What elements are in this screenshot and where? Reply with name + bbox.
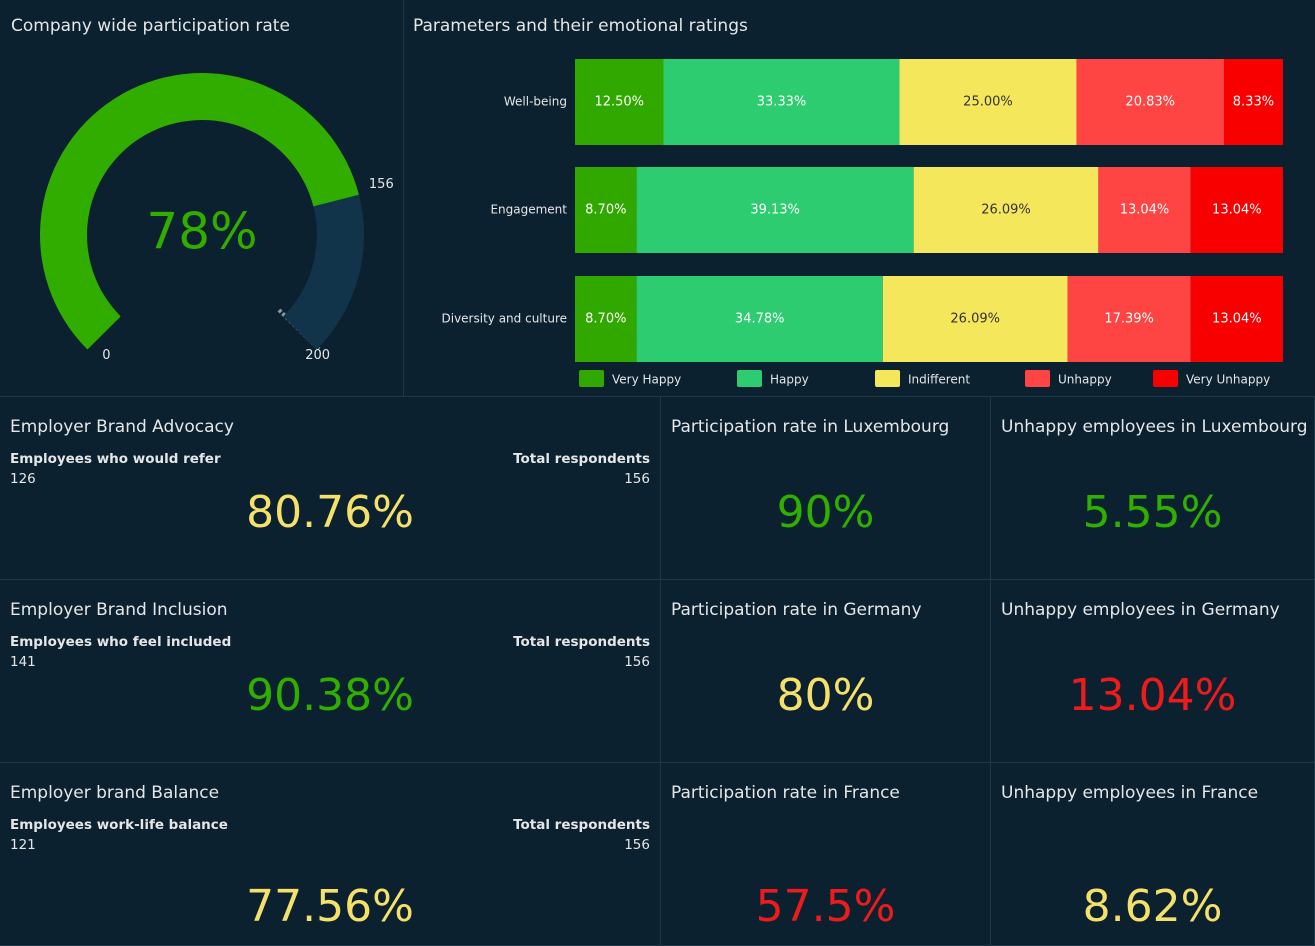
tile-title: Unhappy employees in Germany [1001, 600, 1280, 620]
right-value: 156 [624, 654, 650, 670]
bar-segment [1190, 276, 1283, 362]
bar-value-label: 8.70% [585, 203, 626, 218]
bar-segment [882, 276, 1068, 362]
bar-segment [913, 167, 1099, 253]
kpi-tile: Participation rate in France 57.5% [661, 763, 991, 946]
gauge-value-label: 156 [369, 177, 394, 192]
tile-title: Participation rate in Germany [671, 600, 922, 620]
left-value: 126 [10, 471, 36, 487]
left-label: Employees who feel included [10, 634, 232, 650]
bar-segment [899, 59, 1077, 145]
category-label: Engagement [490, 203, 567, 217]
right-label: Total respondents [513, 817, 650, 833]
tile-title: Participation rate in Luxembourg [671, 417, 950, 437]
kpi-tile: Unhappy employees in France 8.62% [991, 763, 1315, 946]
gauge-title: Company wide participation rate [11, 16, 290, 36]
legend-label: Very Unhappy [1186, 373, 1270, 387]
legend-swatch [737, 370, 762, 387]
bar-title: Parameters and their emotional ratings [413, 16, 748, 36]
bar-value-label: 8.70% [585, 312, 626, 327]
bar-segment [636, 276, 883, 362]
right-value: 156 [624, 471, 650, 487]
kpi-tile: Participation rate in Germany 80% [661, 580, 991, 763]
kpi-value: 57.5% [755, 881, 896, 932]
bar-segment [1223, 59, 1283, 145]
bar-value-label: 26.09% [981, 203, 1031, 218]
legend-swatch [579, 370, 604, 387]
bar-value-label: 13.04% [1120, 203, 1170, 218]
legend-swatch [1025, 370, 1050, 387]
left-label: Employees who would refer [10, 451, 221, 467]
bar-value-label: 17.39% [1104, 312, 1154, 327]
bar-segment [1067, 276, 1191, 362]
bar-segment [1076, 59, 1224, 145]
gauge-center-label: 78% [146, 203, 257, 261]
legend-label: Very Happy [612, 373, 681, 387]
kpi-tile: Unhappy employees in Germany 13.04% [991, 580, 1315, 763]
left-label: Employees work-life balance [10, 817, 228, 833]
tile-title: Unhappy employees in Luxembourg [1001, 417, 1308, 437]
tile-title: Unhappy employees in France [1001, 783, 1259, 803]
bar-value-label: 39.13% [750, 203, 800, 218]
bar-segment [1190, 167, 1283, 253]
bar-segment [575, 59, 664, 145]
bar-value-label: 34.78% [735, 312, 785, 327]
bar-value-label: 33.33% [757, 95, 807, 110]
kpi-tile: Employer Brand Inclusion Employees who fe… [0, 580, 661, 763]
bar-segment [575, 167, 637, 253]
bar-value-label: 12.50% [594, 95, 644, 110]
gauge-track [283, 194, 364, 350]
legend-label: Indifferent [908, 373, 970, 387]
bar-value-label: 13.04% [1212, 203, 1262, 218]
kpi-value: 5.55% [1082, 487, 1223, 538]
kpi-value: 77.56% [246, 881, 414, 932]
category-label: Well-being [504, 95, 567, 109]
kpi-tile: Participation rate in Luxembourg 90% [661, 397, 991, 580]
kpi-value: 80% [776, 670, 875, 721]
legend-label: Happy [770, 373, 809, 387]
bar-segment [663, 59, 900, 145]
kpi-value: 90% [776, 487, 875, 538]
legend-label: Unhappy [1058, 373, 1112, 387]
bar-value-label: 8.33% [1233, 95, 1274, 110]
kpi-tile: Employer brand Balance Employees work-lif… [0, 763, 661, 946]
right-label: Total respondents [513, 634, 650, 650]
bar-segment [1098, 167, 1191, 253]
legend-swatch [1153, 370, 1178, 387]
bar-value-label: 25.00% [963, 95, 1013, 110]
gauge-tick-label: 0 [102, 348, 110, 363]
tile-title: Employer Brand Advocacy [10, 417, 234, 437]
left-value: 121 [10, 837, 36, 853]
bar-value-label: 20.83% [1125, 95, 1175, 110]
kpi-value: 90.38% [246, 670, 414, 721]
right-label: Total respondents [513, 451, 650, 467]
tile-title: Employer brand Balance [10, 783, 220, 803]
bar-segment [575, 276, 637, 362]
bar-value-label: 13.04% [1212, 312, 1262, 327]
legend-swatch [875, 370, 900, 387]
tile-title: Employer Brand Inclusion [10, 600, 228, 620]
gauge-tick-label: 200 [305, 348, 330, 363]
right-value: 156 [624, 837, 650, 853]
kpi-tile: Unhappy employees in Luxembourg 5.55% [991, 397, 1315, 580]
tile-title: Participation rate in France [671, 783, 900, 803]
left-value: 141 [10, 654, 36, 670]
category-label: Diversity and culture [442, 312, 568, 326]
kpi-tile: Employer Brand Advocacy Employees who wou… [0, 397, 661, 580]
bar-segment [636, 167, 914, 253]
kpi-value: 13.04% [1068, 670, 1237, 721]
kpi-value: 8.62% [1082, 881, 1223, 932]
top-charts: Company wide participation rate Paramete… [0, 0, 1315, 397]
gauge-arc [40, 73, 359, 350]
bar-value-label: 26.09% [950, 312, 1000, 327]
kpi-value: 80.76% [246, 487, 414, 538]
